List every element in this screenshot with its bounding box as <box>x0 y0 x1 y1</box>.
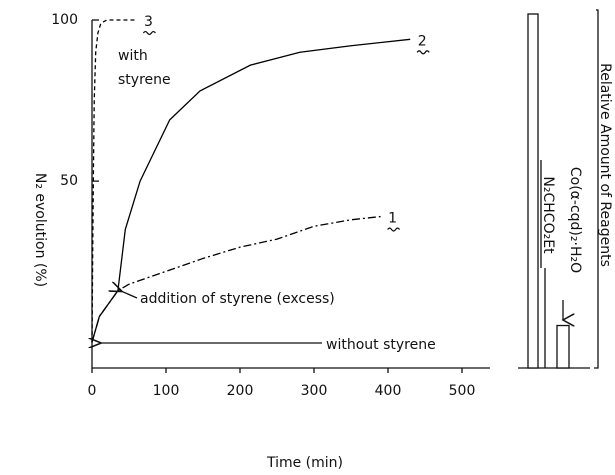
x-axis-label: Time (min) <box>266 455 343 471</box>
y-tick-label: 50 <box>60 173 78 189</box>
x-tick-label: 500 <box>449 383 476 399</box>
y-tick-label: 100 <box>51 12 78 28</box>
bar-label: Co(α-cqd)₂·H₂O <box>567 167 583 273</box>
series-label: 3 <box>144 14 153 30</box>
x-tick-label: 300 <box>301 383 328 399</box>
line-2 <box>91 38 411 343</box>
arrow <box>121 291 138 299</box>
label-squiggle <box>387 227 401 232</box>
bracket <box>594 9 599 369</box>
x-tick-label: 100 <box>153 383 180 399</box>
x-tick-label: 200 <box>227 383 254 399</box>
bar <box>527 13 539 369</box>
annotation: addition of styrene (excess) <box>140 291 335 307</box>
x-tick-label: 0 <box>88 383 97 399</box>
bar-axis-label: Relative Amount of Reagents <box>597 63 613 267</box>
bar-label: N₂CHCO₂Et <box>540 176 556 254</box>
annotation: without styrene <box>326 337 436 353</box>
series-label: 2 <box>418 33 427 49</box>
line-3 <box>91 19 137 343</box>
label-squiggle <box>142 30 156 36</box>
annotation: styrene <box>118 72 171 88</box>
bar <box>556 324 570 369</box>
series-label: 1 <box>388 211 397 227</box>
label-squiggle <box>416 50 430 55</box>
y-axis-label: N₂ evolution (%) <box>32 173 48 287</box>
line-1 <box>91 215 381 343</box>
x-tick-label: 400 <box>375 383 402 399</box>
annotation: with <box>118 48 148 64</box>
